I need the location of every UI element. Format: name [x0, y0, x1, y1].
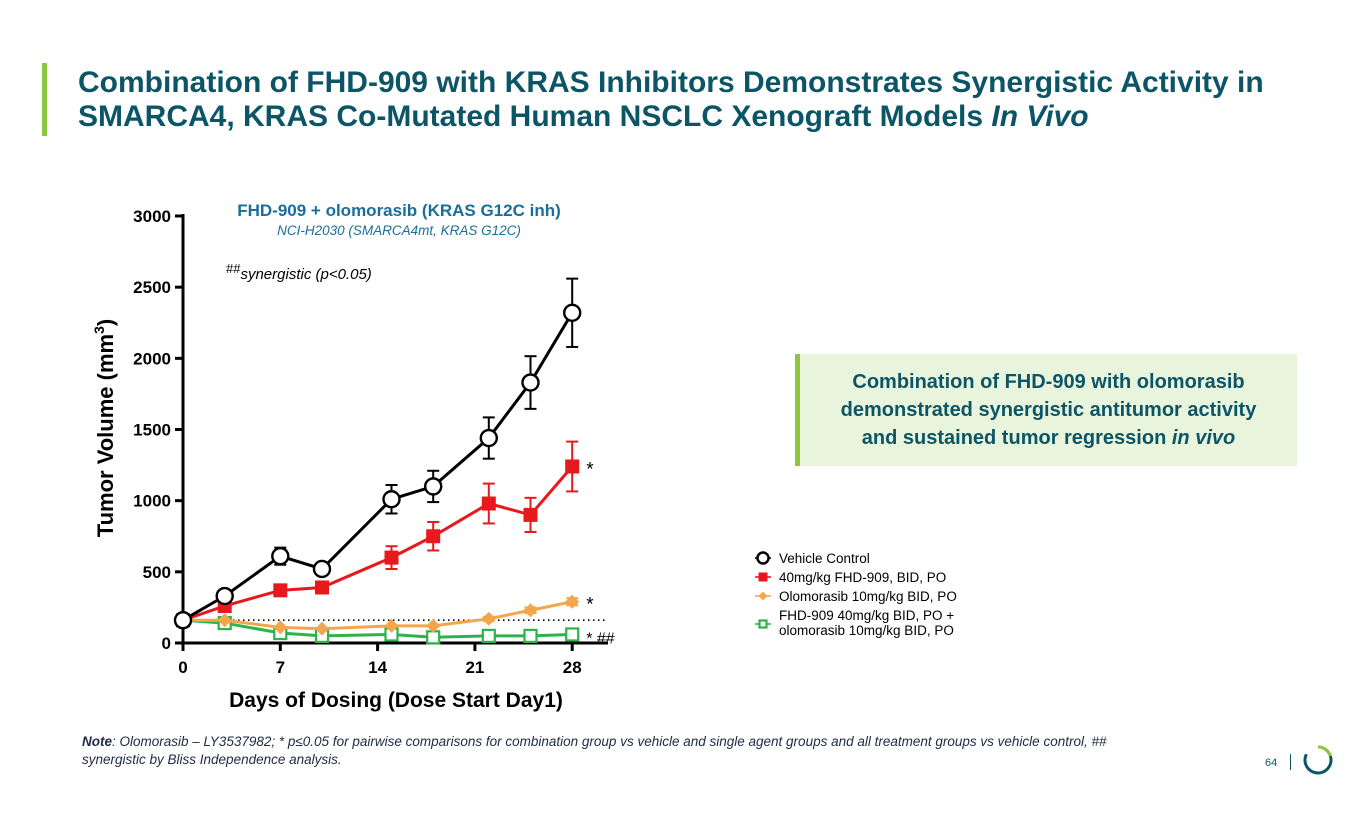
- y-tick-label: 500: [143, 563, 171, 582]
- y-axis-label-end: ): [93, 319, 118, 326]
- data-point: [521, 373, 540, 392]
- x-tick-label: 7: [276, 658, 285, 677]
- title-accent-bar: [42, 63, 47, 136]
- data-point: [481, 628, 496, 643]
- chart-plot-area: * ## * *: [173, 277, 615, 647]
- title-line-2-italic: In Vivo: [991, 100, 1089, 133]
- legend-marker: [758, 619, 768, 629]
- legend-label: Olomorasib 10mg/kg BID, PO: [779, 589, 957, 604]
- data-point: [565, 627, 580, 642]
- title-line-1: Combination of FHD-909 with KRAS Inhibit…: [78, 66, 1264, 99]
- y-tick-label: 3000: [133, 207, 171, 226]
- legend-item-0: Vehicle Control: [755, 551, 870, 566]
- callout-line-3: and sustained tumor regression in vivo: [862, 424, 1235, 452]
- y-tick-label: 1000: [133, 492, 171, 511]
- y-tick-label: 2000: [133, 349, 171, 368]
- legend-item-2: Olomorasib 10mg/kg BID, PO: [755, 589, 957, 604]
- significance-marker: *: [586, 595, 594, 616]
- data-point: [271, 546, 290, 566]
- y-axis-label: Tumor Volume (mm3): [91, 319, 118, 537]
- legend-label: olomorasib 10mg/kg BID, PO: [779, 623, 954, 638]
- data-point: [426, 529, 441, 544]
- data-point: [382, 490, 401, 509]
- y-tick-label: 1500: [133, 421, 171, 440]
- x-axis-label: Days of Dosing (Dose Start Day1): [229, 689, 563, 712]
- legend-item-3: FHD-909 40mg/kg BID, PO +olomorasib 10mg…: [755, 608, 954, 638]
- chart-axes: 0 500 1000 1500 2000 2500 3000 0 7 14 21 28: [133, 207, 608, 677]
- company-logo-icon: [1303, 745, 1333, 775]
- data-point: [426, 618, 441, 633]
- legend-label: FHD-909 40mg/kg BID, PO +: [779, 608, 954, 623]
- data-point: [563, 303, 582, 322]
- callout-line-1: Combination of FHD-909 with olomorasib: [852, 371, 1245, 393]
- series-line: [182, 312, 574, 622]
- data-point: [312, 559, 332, 579]
- synergy-annotation: ##synergistic (p<0.05): [226, 261, 372, 283]
- callout-line-3-italic: in vivo: [1171, 427, 1236, 449]
- callout-line-3-text: and sustained tumor regression: [861, 427, 1172, 449]
- y-tick-label: 0: [162, 634, 171, 653]
- y-axis-label-sup: 3: [91, 326, 107, 334]
- legend-marker: [758, 572, 768, 582]
- legend-item-1: 40mg/kg FHD-909, BID, PO: [755, 570, 946, 585]
- data-point: [523, 507, 538, 522]
- data-point: [217, 613, 232, 628]
- x-tick-label: 0: [178, 658, 187, 677]
- data-point: [424, 477, 443, 496]
- footnote-label: Note: [82, 734, 112, 749]
- title-line-2-text: SMARCA4, KRAS Co-Mutated Human NSCLC Xen…: [78, 100, 992, 133]
- data-point: [565, 459, 580, 474]
- x-tick-label: 21: [465, 658, 484, 677]
- y-axis-label-text: Tumor Volume (mm: [93, 334, 118, 537]
- x-tick-label: 28: [563, 658, 582, 677]
- synergy-annotation-text: synergistic (p<0.05): [240, 266, 371, 283]
- chart-title: FHD-909 + olomorasib (KRAS G12C inh): [237, 201, 561, 220]
- data-point: [481, 496, 496, 511]
- legend-marker: [758, 591, 768, 601]
- y-tick-label: 2500: [133, 278, 171, 297]
- page-title: Combination of FHD-909 with KRAS Inhibit…: [78, 66, 1348, 134]
- x-tick-label: 14: [368, 658, 387, 677]
- significance-marker: * ##: [586, 630, 615, 647]
- data-point: [426, 630, 441, 645]
- page-number: 64: [1265, 757, 1278, 769]
- footnote: Note: Olomorasib – LY3537982; * p≤0.05 f…: [82, 733, 1122, 769]
- series-1: *: [176, 440, 594, 628]
- legend-label: 40mg/kg FHD-909, BID, PO: [779, 570, 946, 585]
- chart-subtitle: NCI-H2030 (SMARCA4mt, KRAS G12C): [277, 223, 521, 238]
- legend-marker: [756, 551, 770, 565]
- footnote-text: : Olomorasib – LY3537982; * p≤0.05 for p…: [82, 734, 1107, 767]
- data-point: [315, 580, 329, 595]
- callout-line-2: demonstrated synergistic antitumor activ…: [840, 399, 1257, 421]
- synergy-annotation-prefix: ##: [226, 261, 241, 276]
- data-point: [523, 628, 538, 643]
- data-point: [565, 594, 580, 609]
- page-number-separator: [1290, 754, 1291, 770]
- data-point: [481, 611, 496, 626]
- chart-legend: Vehicle Control 40mg/kg FHD-909, BID, PO O…: [755, 551, 957, 638]
- title-line-2: SMARCA4, KRAS Co-Mutated Human NSCLC Xen…: [78, 100, 1348, 134]
- data-point: [384, 550, 399, 565]
- data-point: [273, 583, 288, 598]
- series-0: [173, 277, 582, 630]
- data-point: [215, 586, 234, 606]
- legend-label: Vehicle Control: [779, 551, 870, 566]
- data-point: [384, 618, 399, 633]
- data-point: [273, 620, 288, 635]
- data-point: [315, 621, 329, 636]
- key-finding-callout: Combination of FHD-909 with olomorasib d…: [795, 354, 1297, 466]
- data-point: [479, 428, 498, 448]
- significance-marker: *: [586, 460, 594, 481]
- data-point: [523, 603, 538, 618]
- data-point: [173, 611, 193, 630]
- series-line: [182, 465, 574, 622]
